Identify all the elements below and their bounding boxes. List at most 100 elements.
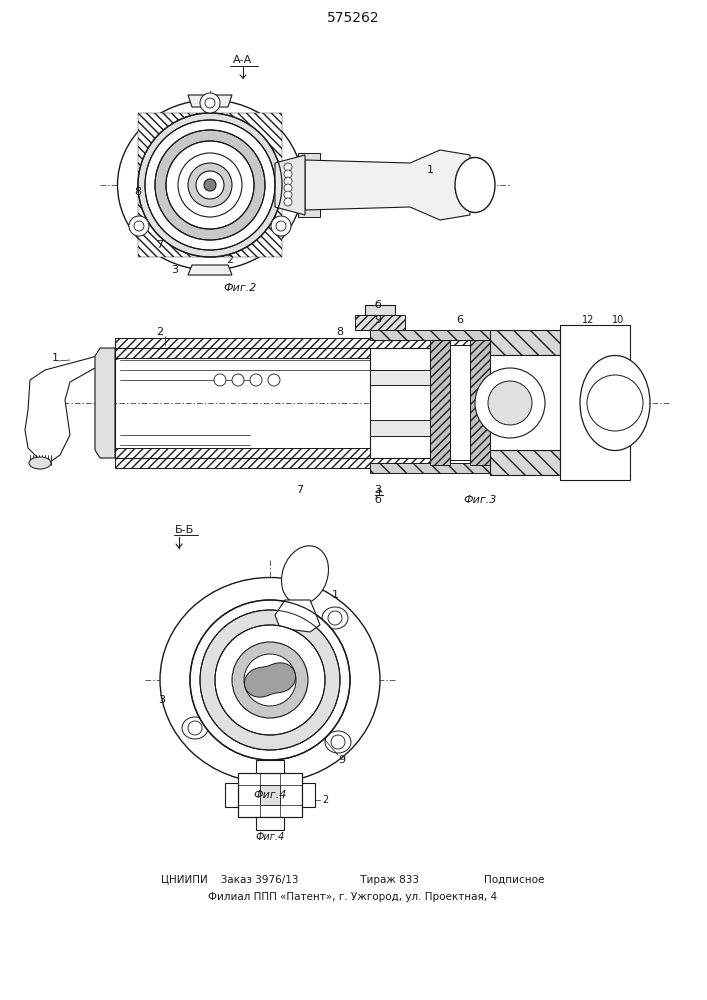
Ellipse shape bbox=[117, 100, 303, 270]
Polygon shape bbox=[305, 150, 470, 220]
Text: Б-Б: Б-Б bbox=[175, 525, 194, 535]
Polygon shape bbox=[188, 265, 232, 275]
Circle shape bbox=[200, 93, 220, 113]
Circle shape bbox=[276, 221, 286, 231]
Polygon shape bbox=[370, 370, 430, 436]
Polygon shape bbox=[490, 355, 560, 450]
Polygon shape bbox=[490, 330, 560, 355]
Circle shape bbox=[488, 381, 532, 425]
Polygon shape bbox=[430, 340, 450, 465]
Bar bbox=[302, 783, 315, 807]
Circle shape bbox=[145, 120, 275, 250]
Text: 6: 6 bbox=[457, 315, 464, 325]
Circle shape bbox=[475, 368, 545, 438]
Circle shape bbox=[328, 611, 342, 625]
Circle shape bbox=[129, 216, 149, 236]
Text: 7: 7 bbox=[156, 240, 163, 250]
Ellipse shape bbox=[29, 457, 51, 469]
Text: 1: 1 bbox=[426, 165, 433, 175]
Text: 2: 2 bbox=[226, 255, 233, 265]
Circle shape bbox=[200, 610, 340, 750]
Polygon shape bbox=[298, 153, 320, 161]
Ellipse shape bbox=[160, 578, 380, 782]
Text: А-А: А-А bbox=[233, 55, 252, 65]
Circle shape bbox=[214, 374, 226, 386]
Circle shape bbox=[215, 625, 325, 735]
Polygon shape bbox=[450, 345, 470, 460]
Circle shape bbox=[138, 113, 282, 257]
Bar bbox=[225, 783, 238, 807]
Circle shape bbox=[205, 98, 215, 108]
Bar bbox=[560, 325, 590, 480]
Text: б: б bbox=[375, 300, 382, 310]
Circle shape bbox=[331, 735, 345, 749]
Polygon shape bbox=[275, 600, 320, 632]
Circle shape bbox=[284, 184, 292, 192]
Ellipse shape bbox=[325, 731, 351, 753]
Circle shape bbox=[188, 163, 232, 207]
Polygon shape bbox=[490, 450, 560, 475]
Text: Фиг.4: Фиг.4 bbox=[255, 832, 285, 842]
Text: 1: 1 bbox=[332, 590, 339, 600]
Polygon shape bbox=[245, 663, 296, 697]
Polygon shape bbox=[298, 209, 320, 217]
Circle shape bbox=[244, 654, 296, 706]
Ellipse shape bbox=[182, 717, 208, 739]
Circle shape bbox=[190, 600, 350, 760]
Text: Фиг.3: Фиг.3 bbox=[463, 495, 497, 505]
Polygon shape bbox=[370, 463, 520, 473]
Polygon shape bbox=[115, 338, 560, 358]
Text: 3: 3 bbox=[375, 485, 382, 495]
Circle shape bbox=[284, 170, 292, 178]
Ellipse shape bbox=[455, 157, 495, 213]
Circle shape bbox=[284, 177, 292, 185]
Polygon shape bbox=[275, 155, 305, 215]
Text: 7: 7 bbox=[296, 485, 303, 495]
Circle shape bbox=[284, 198, 292, 206]
Text: 2: 2 bbox=[322, 795, 328, 805]
Ellipse shape bbox=[580, 356, 650, 450]
Polygon shape bbox=[355, 315, 405, 330]
Polygon shape bbox=[188, 95, 232, 107]
Polygon shape bbox=[95, 348, 115, 458]
Bar bbox=[238, 773, 302, 817]
Text: 2: 2 bbox=[156, 327, 163, 337]
Circle shape bbox=[271, 216, 291, 236]
Text: 575262: 575262 bbox=[327, 11, 380, 25]
Polygon shape bbox=[115, 448, 430, 468]
Circle shape bbox=[188, 721, 202, 735]
Text: 12: 12 bbox=[582, 315, 594, 325]
Circle shape bbox=[134, 221, 144, 231]
Polygon shape bbox=[25, 350, 120, 462]
Polygon shape bbox=[370, 348, 430, 458]
Polygon shape bbox=[370, 385, 430, 420]
Text: 3: 3 bbox=[158, 695, 165, 705]
Circle shape bbox=[587, 375, 643, 431]
Text: ЦНИИПИ    Заказ 3976/13                   Тираж 833                    Подписное: ЦНИИПИ Заказ 3976/13 Тираж 833 Подписное bbox=[161, 875, 544, 885]
Text: 9: 9 bbox=[339, 755, 346, 765]
Bar bbox=[256, 760, 284, 773]
Bar bbox=[260, 785, 280, 805]
Bar bbox=[138, 113, 282, 257]
Polygon shape bbox=[365, 305, 395, 315]
Text: 3: 3 bbox=[172, 265, 178, 275]
Polygon shape bbox=[370, 330, 520, 340]
Ellipse shape bbox=[281, 546, 329, 604]
Circle shape bbox=[284, 163, 292, 171]
Text: 8: 8 bbox=[337, 327, 344, 337]
Bar bbox=[238, 773, 302, 817]
Circle shape bbox=[268, 374, 280, 386]
Circle shape bbox=[232, 642, 308, 718]
Text: 9: 9 bbox=[375, 315, 382, 325]
Bar bbox=[256, 817, 284, 830]
Text: Фиг.4: Фиг.4 bbox=[253, 790, 286, 800]
Ellipse shape bbox=[322, 607, 348, 629]
Bar bbox=[238, 773, 302, 817]
Circle shape bbox=[166, 141, 254, 229]
Circle shape bbox=[155, 130, 265, 240]
Polygon shape bbox=[560, 325, 630, 480]
Circle shape bbox=[196, 171, 224, 199]
Circle shape bbox=[250, 374, 262, 386]
Circle shape bbox=[284, 191, 292, 199]
Text: Филиал ППП «Патент», г. Ужгород, ул. Проектная, 4: Филиал ППП «Патент», г. Ужгород, ул. Про… bbox=[209, 892, 498, 902]
